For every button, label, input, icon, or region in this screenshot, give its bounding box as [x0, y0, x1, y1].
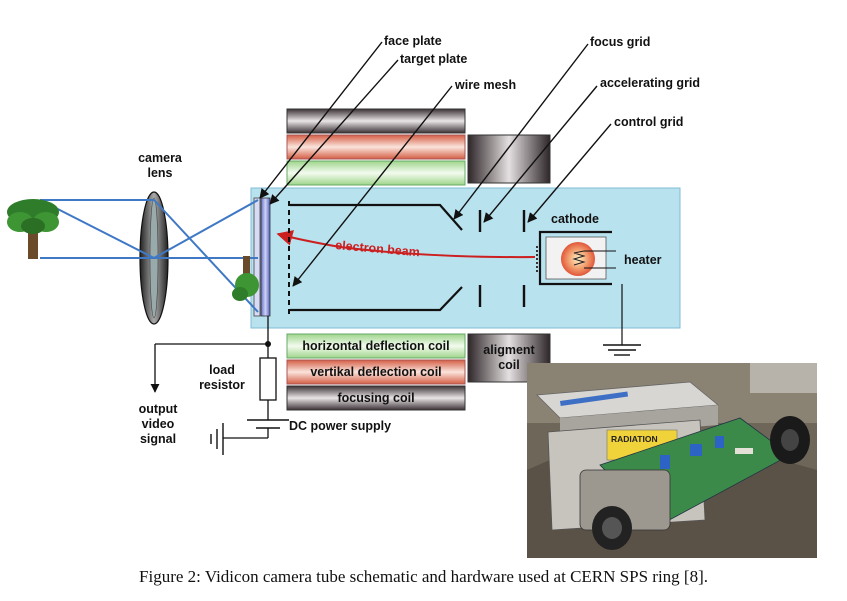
heater-label: heater	[624, 253, 662, 267]
leader-arrows	[259, 41, 612, 287]
target-plate-label: target plate	[400, 52, 467, 66]
face-plate-label: face plate	[384, 34, 442, 48]
focusing-coil	[286, 385, 466, 411]
top-coil-green	[286, 160, 466, 186]
accelerating-grid-label: accelerating grid	[600, 76, 700, 90]
horizontal-coil-label: horizontal deflection coil	[302, 339, 449, 353]
target-plate	[260, 197, 271, 317]
camera-lens-label-1: camera	[138, 151, 183, 165]
vertical-deflection-coil	[286, 359, 466, 385]
dc-power-supply-label: DC power supply	[289, 419, 391, 433]
object-tree-icon	[7, 199, 59, 259]
control-grid-label: control grid	[614, 115, 683, 129]
focusing-coil-label: focusing coil	[337, 391, 414, 405]
top-coil-salmon	[286, 134, 466, 160]
alignment-coil-label-1: aligment	[483, 343, 535, 357]
output-label-3: signal	[140, 432, 176, 446]
load-resistor	[259, 357, 277, 401]
horizontal-deflection-coil	[286, 333, 466, 359]
top-alignment-block	[467, 134, 551, 184]
lens-rays	[39, 199, 259, 313]
wire-mesh-label: wire mesh	[454, 78, 516, 92]
load-resistor-label-2: resistor	[199, 378, 245, 392]
heater-filament	[572, 250, 586, 266]
image-tree-icon	[232, 256, 259, 301]
heater-element	[561, 242, 595, 276]
radiation-sticker-text: RADIATION	[611, 434, 658, 444]
alignment-coil-label-2: coil	[498, 358, 520, 372]
electron-beam	[276, 230, 536, 259]
output-label-1: output	[139, 402, 179, 416]
output-label-2: video	[142, 417, 175, 431]
cathode-label: cathode	[551, 212, 599, 226]
focus-grid-label: focus grid	[590, 35, 650, 49]
cathode-housing	[538, 230, 612, 286]
top-coil-dark	[286, 108, 466, 134]
focus-electrode-bottom	[290, 286, 463, 312]
hardware-photo: RADIATION	[527, 363, 817, 558]
focus-electrode-top	[290, 203, 463, 231]
load-resistor-label-1: load	[209, 363, 235, 377]
figure-caption: Figure 2: Vidicon camera tube schematic …	[139, 567, 708, 586]
tube-body	[250, 187, 681, 329]
vertical-coil-label: vertikal deflection coil	[310, 365, 441, 379]
camera-lens-label-2: lens	[147, 166, 172, 180]
